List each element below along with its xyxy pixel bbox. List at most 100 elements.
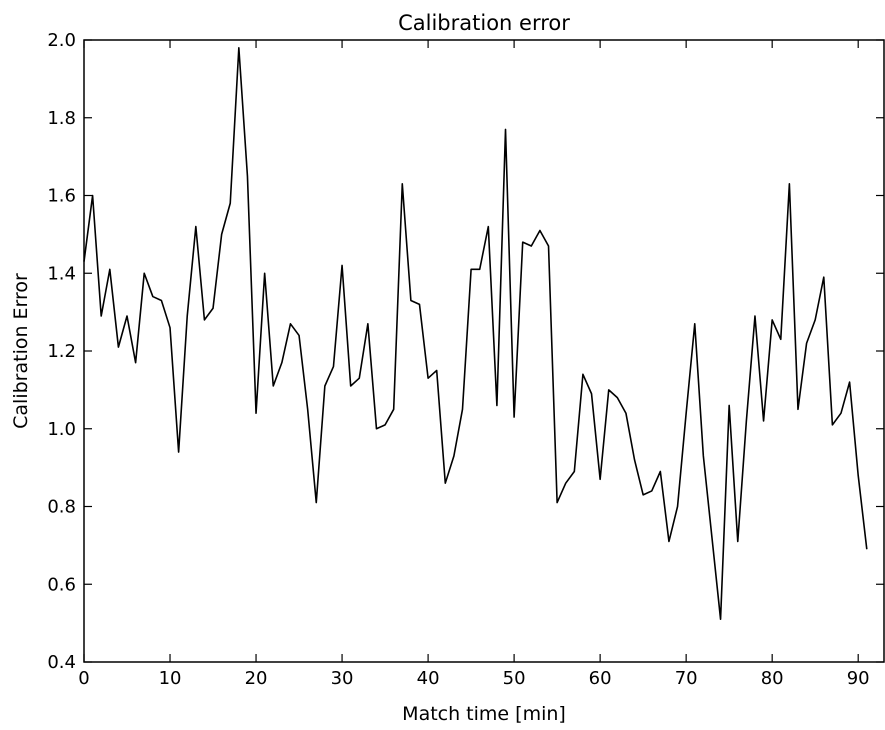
x-axis-title: Match time [min]	[402, 703, 566, 725]
data-point	[204, 319, 206, 321]
data-point	[436, 370, 438, 372]
series-line	[83, 46, 868, 621]
data-point	[642, 494, 644, 496]
data-point	[771, 319, 773, 321]
data-point	[410, 300, 412, 302]
x-tick-label: 40	[417, 668, 440, 689]
data-point	[307, 409, 309, 411]
y-tick-label: 0.6	[47, 574, 76, 595]
data-point	[677, 506, 679, 508]
data-point	[453, 455, 455, 457]
y-tick-label: 1.4	[47, 263, 76, 284]
data-point	[763, 420, 765, 422]
data-point	[479, 269, 481, 271]
data-point	[143, 272, 145, 274]
y-tick-label: 1.2	[47, 341, 76, 362]
x-tick-label: 80	[761, 668, 784, 689]
data-point	[780, 339, 782, 341]
data-point	[728, 405, 730, 407]
y-tick-label: 1.8	[47, 108, 76, 129]
data-point	[419, 304, 421, 306]
data-point	[522, 241, 524, 243]
data-point	[178, 451, 180, 453]
plot-frame	[83, 39, 885, 663]
x-tick-label: 70	[675, 668, 698, 689]
data-point	[651, 490, 653, 492]
data-point	[264, 272, 266, 274]
data-point	[591, 393, 593, 395]
data-point	[100, 315, 102, 317]
data-point	[513, 416, 515, 418]
data-point	[496, 405, 498, 407]
data-point	[711, 537, 713, 539]
data-point	[668, 541, 670, 543]
data-point	[832, 424, 834, 426]
x-tick-label: 20	[245, 668, 268, 689]
data-point	[92, 195, 94, 197]
axes: 0 10 20 30 40 50 60 70 80 90 0.4 0.6 0.8 1.0 1.2 1.4 1.6…	[47, 30, 885, 689]
y-tick-label: 0.4	[47, 652, 76, 673]
y-tick-label: 0.8	[47, 497, 76, 518]
data-point	[376, 428, 378, 430]
data-point	[531, 245, 533, 247]
data-point	[161, 300, 163, 302]
data-point	[634, 459, 636, 461]
data-point	[737, 541, 739, 543]
data-point	[350, 385, 352, 387]
y-tick-label: 2.0	[47, 30, 76, 51]
data-point	[470, 269, 472, 271]
x-tick-label: 90	[847, 668, 870, 689]
data-point	[720, 618, 722, 620]
data-point	[660, 471, 662, 473]
data-point	[444, 482, 446, 484]
data-point	[135, 362, 137, 364]
data-point	[505, 129, 507, 131]
data-point	[298, 335, 300, 337]
data-point	[539, 230, 541, 232]
data-point	[797, 409, 799, 411]
data-point	[789, 183, 791, 185]
data-point	[857, 475, 859, 477]
data-point	[169, 327, 171, 329]
data-point	[814, 319, 816, 321]
data-point	[255, 412, 257, 414]
data-point	[358, 377, 360, 379]
data-point	[212, 307, 214, 309]
data-point	[754, 315, 756, 317]
data-point	[126, 315, 128, 317]
data-point	[703, 455, 705, 457]
data-point	[608, 389, 610, 391]
data-point	[290, 323, 292, 325]
data-point	[548, 245, 550, 247]
data-point	[238, 47, 240, 49]
x-tick-label: 60	[589, 668, 612, 689]
data-point	[333, 366, 335, 368]
y-axis-title: Calibration Error	[10, 273, 32, 429]
data-point	[849, 381, 851, 383]
data-point	[152, 296, 154, 298]
data-point	[617, 397, 619, 399]
data-point	[599, 478, 601, 480]
y-tick-label: 1.0	[47, 419, 76, 440]
data-point	[186, 315, 188, 317]
data-point	[806, 342, 808, 344]
data-point	[341, 265, 343, 267]
y-tick-label: 1.6	[47, 186, 76, 207]
data-point	[83, 261, 85, 263]
data-point	[393, 409, 395, 411]
data-point	[118, 346, 120, 348]
data-point	[109, 269, 111, 271]
chart-title: Calibration error	[398, 11, 570, 35]
data-point	[229, 202, 231, 204]
data-point	[247, 175, 249, 177]
data-point	[315, 502, 317, 504]
data-point	[488, 226, 490, 228]
plot-area	[83, 46, 868, 621]
data-point	[367, 323, 369, 325]
x-tick-label: 30	[331, 668, 354, 689]
data-point	[574, 471, 576, 473]
data-point	[866, 548, 868, 550]
data-point	[694, 323, 696, 325]
data-point	[582, 374, 584, 376]
